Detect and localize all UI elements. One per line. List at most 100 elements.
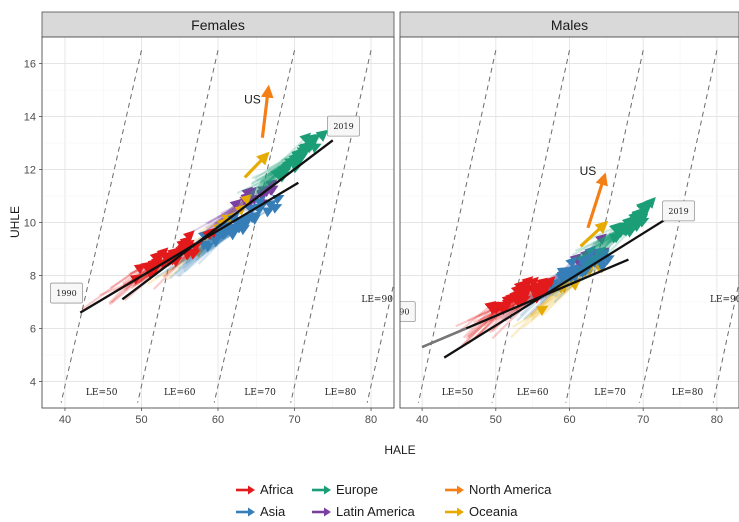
y-tick-label: 4: [30, 377, 36, 389]
y-tick-label: 16: [24, 59, 36, 71]
region-arrow: [258, 170, 285, 192]
panel-title: Males: [551, 17, 588, 33]
legend-key-head: [324, 507, 331, 517]
trend-line-2019: [121, 139, 334, 301]
x-tick-label: 70: [637, 414, 649, 426]
region-arrow: [462, 283, 523, 346]
legend-label: North America: [469, 482, 552, 497]
le-label: LE=90: [361, 295, 393, 305]
legend-item-africa: Africa: [236, 482, 294, 497]
legend-item-north-america: North America: [445, 482, 552, 497]
y-tick-label: 8: [30, 271, 36, 283]
us-arrow: [586, 172, 608, 229]
gridlines: [42, 36, 394, 409]
region-arrow: [512, 305, 549, 328]
legend-item-europe: Europe: [312, 482, 378, 497]
legend-item-asia: Asia: [236, 504, 286, 519]
region-arrow: [462, 301, 499, 339]
le-line-80: [639, 50, 718, 403]
region-arrow: [522, 279, 581, 329]
year-label: 2019: [333, 122, 353, 131]
le-line-80: [290, 50, 372, 403]
panel-females: Females LE=50 LE=60 LE=70 LE=80 LE=90 US 1990 20…: [24, 11, 395, 426]
le-label: LE=50: [442, 388, 474, 398]
arrows-europe: [571, 197, 656, 273]
region-arrow: [249, 149, 304, 198]
x-tick-label: 60: [563, 414, 575, 426]
x-tick-label: 40: [59, 414, 71, 426]
legend-label: Asia: [260, 504, 286, 519]
plot-area: LE=50 LE=60 LE=70 LE=80 LE=90 US 1990 2019: [389, 50, 739, 403]
year-label: 1990: [389, 308, 409, 317]
year-box: [662, 200, 695, 222]
le-line-60: [491, 50, 570, 403]
legend-key-head: [248, 485, 255, 495]
panel-strip: [41, 11, 395, 38]
le-label: LE=70: [594, 388, 626, 398]
x-tick-label: 80: [711, 414, 723, 426]
x-tick-label: 70: [288, 414, 300, 426]
y-tick-label: 12: [24, 165, 36, 177]
x-tick-label: 40: [416, 414, 428, 426]
region-arrow: [229, 199, 277, 234]
year-label: 1990: [56, 289, 76, 298]
x-tick-label: 80: [365, 414, 377, 426]
le-label: LE=60: [517, 388, 549, 398]
legend-key-head: [324, 485, 331, 495]
le-line-50: [60, 50, 142, 403]
le-label: LE=60: [164, 388, 196, 398]
legend-item-oceania: Oceania: [445, 504, 518, 519]
region-arrow: [81, 263, 146, 311]
legend-label: Oceania: [469, 504, 518, 519]
x-axis-title: HALE: [384, 443, 415, 457]
x-tick-label: 60: [212, 414, 224, 426]
us-label: US: [580, 164, 597, 178]
panel-title: Females: [191, 17, 245, 33]
region-arrow: [251, 135, 315, 199]
region-arrow: [504, 277, 549, 313]
arrows-africa: [455, 276, 556, 347]
panel-strip: [399, 11, 739, 38]
le-label: LE=70: [244, 388, 276, 398]
legend-key-head: [457, 485, 464, 495]
region-arrow: [183, 213, 253, 273]
region-arrow: [473, 295, 531, 324]
region-arrow: [109, 252, 164, 290]
us-arrow: [260, 84, 274, 138]
le-line-60: [137, 50, 219, 403]
y-tick-label: 14: [24, 112, 36, 124]
region-arrow: [108, 250, 176, 306]
le-label: LE=50: [86, 388, 118, 398]
legend-key-head: [248, 507, 255, 517]
year-box: [400, 301, 416, 322]
le-label: LE=80: [672, 388, 704, 398]
region-arrow: [592, 233, 622, 249]
x-tick-label: 50: [490, 414, 502, 426]
year-box: [50, 282, 83, 304]
legend-item-latin-america: Latin America: [312, 504, 416, 519]
le-label: LE=90: [710, 295, 739, 305]
trend-line-tail: [421, 327, 467, 349]
region-arrow: [259, 165, 292, 190]
region-arrow: [584, 216, 634, 266]
year-box: [327, 115, 360, 137]
us-label: US: [244, 92, 261, 106]
panel-males: Males LE=50 LE=60 LE=70 LE=80 LE=90 US 1990 2019…: [389, 11, 739, 426]
legend-label: Africa: [260, 482, 294, 497]
region-arrow: [596, 221, 644, 250]
y-tick-label: 6: [30, 324, 36, 336]
year-label: 2019: [668, 207, 688, 216]
le-line-70: [213, 50, 296, 403]
legend-key-head: [457, 507, 464, 517]
y-axis-title: UHLE: [8, 206, 22, 238]
x-tick-label: 50: [135, 414, 147, 426]
y-tick-label: 10: [24, 218, 36, 230]
le-label: LE=80: [325, 388, 357, 398]
region-arrow: [122, 258, 160, 288]
legend-label: Latin America: [336, 504, 416, 519]
plot-area: LE=50 LE=60 LE=70 LE=80 LE=90 US 1990 2019: [50, 50, 394, 403]
oceania-arrow: [579, 220, 609, 248]
oceania-arrow: [243, 151, 270, 179]
arrows-europe: [236, 129, 329, 199]
